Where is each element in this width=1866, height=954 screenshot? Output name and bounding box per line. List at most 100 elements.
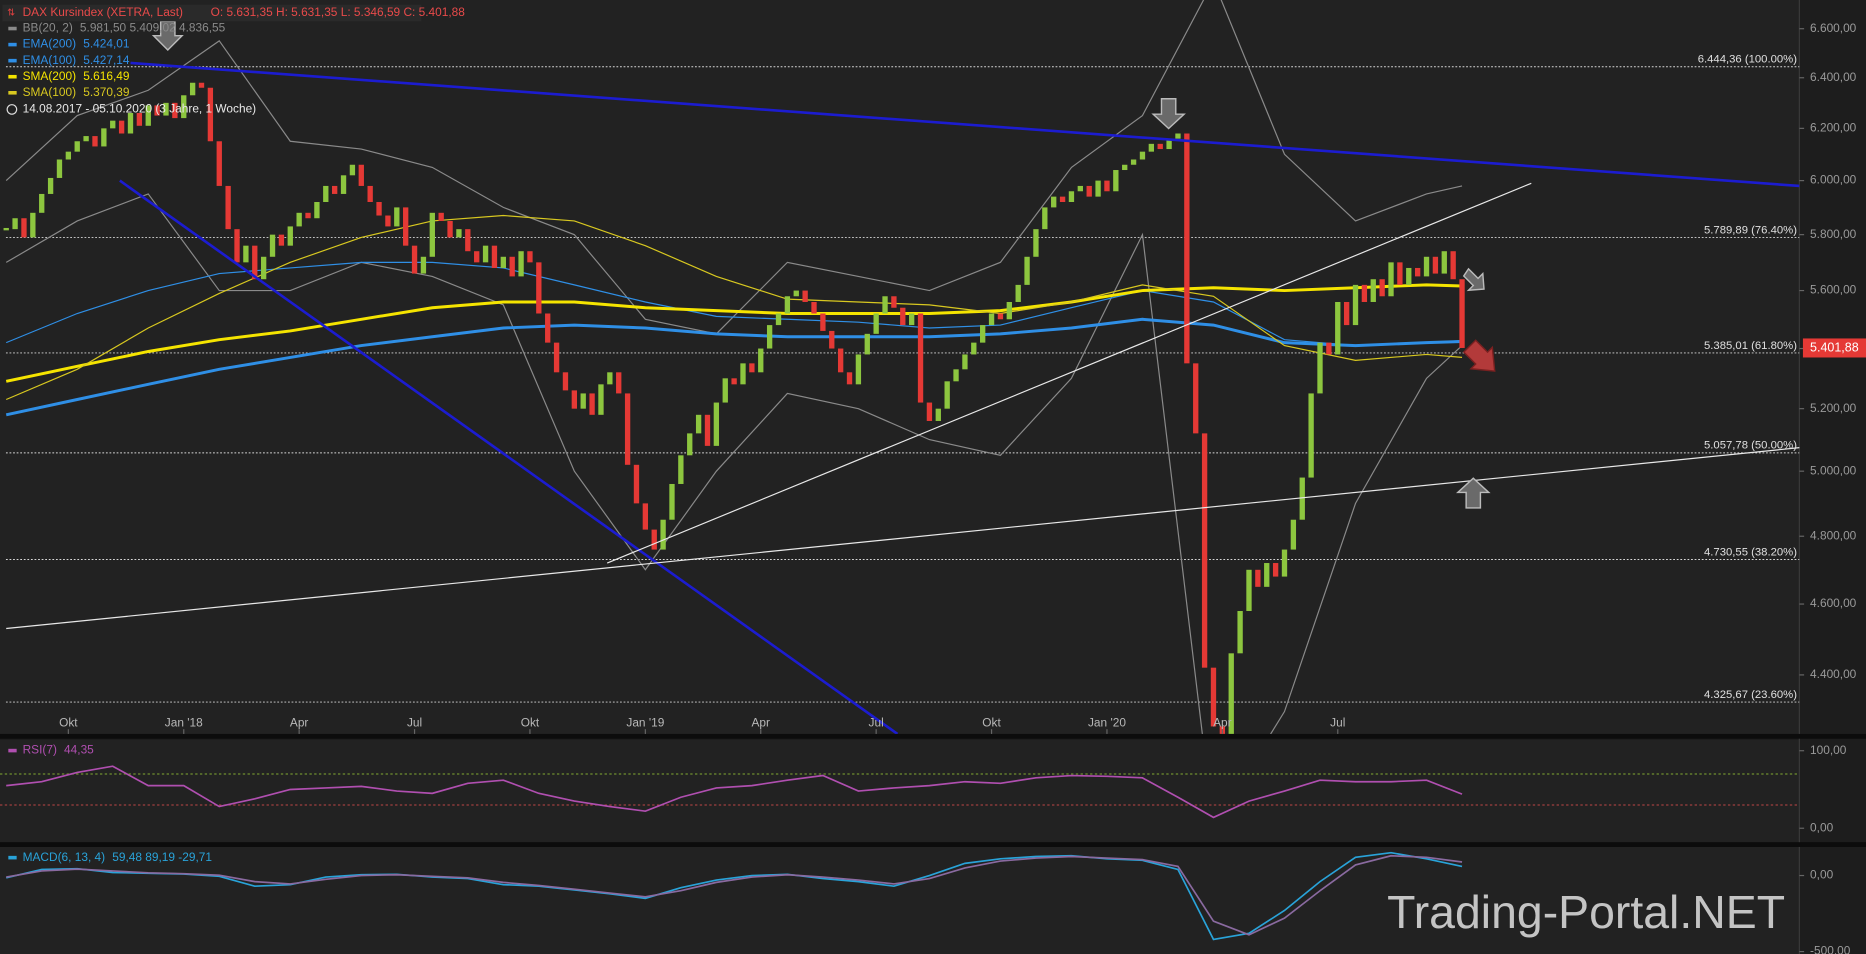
candle — [1006, 301, 1012, 320]
candle — [1175, 133, 1181, 139]
y-tick-label: 5.000,00 — [1810, 463, 1857, 477]
candle — [926, 402, 933, 421]
candle — [1379, 279, 1385, 297]
y-tick-label: 100,00 — [1810, 743, 1847, 757]
candle — [438, 212, 444, 221]
candle — [465, 229, 471, 252]
candle — [740, 363, 746, 385]
candle — [1290, 519, 1297, 550]
y-tick-label: 0,00 — [1810, 868, 1834, 882]
candle — [189, 82, 196, 96]
candle — [1281, 549, 1288, 577]
candle — [908, 313, 915, 326]
candle — [207, 87, 214, 142]
legend-swatch — [8, 58, 17, 63]
arrow-down — [1151, 98, 1186, 130]
candle — [820, 313, 826, 331]
candle — [864, 333, 870, 355]
candle — [1335, 301, 1341, 355]
indicator-line — [5, 283, 1463, 383]
watermark: Trading-Portal.NET — [1387, 886, 1785, 938]
candle — [1272, 563, 1279, 577]
candle — [1166, 138, 1172, 150]
legend-swatch — [8, 748, 17, 753]
candle — [1139, 151, 1146, 160]
candle — [518, 251, 524, 277]
candle — [145, 105, 151, 126]
trendline — [119, 179, 899, 734]
candle — [873, 313, 879, 334]
arrow-down — [151, 20, 184, 51]
candle — [491, 245, 498, 268]
y-tick-label: 4.600,00 — [1810, 596, 1857, 610]
candle — [846, 372, 853, 385]
fib-label: 5.385,01 (61.80%) — [1704, 340, 1797, 352]
legend-swatch — [8, 26, 17, 31]
candle — [1370, 279, 1376, 302]
candle — [1015, 284, 1021, 302]
candle — [1059, 196, 1066, 203]
candle — [731, 378, 737, 385]
legend-values: 5.370,39 — [83, 85, 130, 99]
candle — [1201, 433, 1208, 668]
y-tick-label: 4.800,00 — [1810, 528, 1857, 542]
candle — [1184, 133, 1190, 364]
legend-name: SMA(200) — [23, 69, 77, 83]
candle — [980, 325, 986, 343]
legend-swatch — [8, 42, 17, 47]
candle — [376, 202, 382, 216]
header-title: DAX Kursindex (XETRA, Last) — [23, 5, 183, 19]
x-tick-label: Jul — [1330, 715, 1345, 729]
x-tick-label: Jan '20 — [1088, 715, 1126, 729]
price-tag — [1802, 338, 1866, 358]
candle — [1095, 180, 1101, 197]
candle — [660, 519, 666, 550]
trendline — [130, 61, 1800, 188]
candle — [260, 256, 267, 280]
candle — [163, 102, 169, 116]
legend-swatch — [8, 90, 17, 95]
candle — [101, 128, 107, 147]
legend-name: MACD(6, 13, 4) — [23, 850, 106, 864]
separator — [0, 842, 1866, 847]
x-tick-label: Jan '19 — [626, 715, 664, 729]
candle — [1361, 284, 1368, 302]
candle — [394, 207, 400, 227]
candle — [766, 325, 773, 349]
candle — [642, 503, 649, 530]
candle — [83, 136, 89, 142]
candle — [1033, 229, 1039, 257]
legend-name: EMA(100) — [23, 53, 77, 67]
candle — [607, 372, 613, 385]
candle — [1077, 185, 1083, 192]
candle — [1246, 569, 1252, 612]
candle — [944, 381, 950, 409]
candle — [829, 330, 835, 349]
candle — [1104, 180, 1110, 192]
period: 14.08.2017 - 05.10.2020 (3 Jahre, 1 Woch… — [23, 102, 257, 116]
candle — [1264, 563, 1270, 587]
candle — [855, 354, 862, 385]
x-tick-label: Apr — [752, 715, 771, 729]
y-tick-label: 6.200,00 — [1810, 120, 1857, 134]
fib-label: 4.730,55 (38.20%) — [1704, 546, 1797, 558]
candle — [1237, 611, 1243, 654]
candle — [1122, 164, 1128, 171]
x-tick-label: Apr — [1213, 715, 1232, 729]
candle — [269, 234, 276, 257]
macd-panel — [6, 851, 1463, 941]
candle — [367, 185, 373, 203]
candle — [278, 234, 285, 246]
candle — [21, 218, 27, 238]
candle — [411, 245, 418, 274]
candle — [527, 251, 533, 263]
candle — [997, 313, 1004, 320]
header-box — [2, 4, 422, 22]
candle — [713, 402, 720, 446]
candle — [225, 185, 231, 230]
candle — [243, 245, 249, 263]
candle — [110, 120, 116, 129]
candle — [536, 262, 542, 314]
y-tick-label: 5.600,00 — [1810, 283, 1857, 297]
candle — [252, 245, 258, 280]
